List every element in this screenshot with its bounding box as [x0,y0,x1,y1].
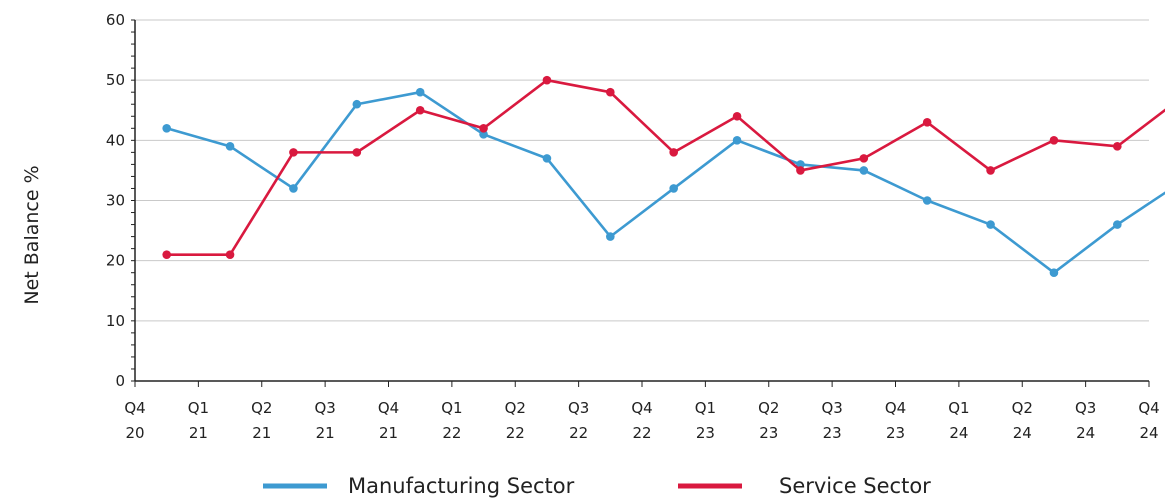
y-tick-label: 10 [106,312,125,330]
series-1 [162,75,1165,259]
legend-label: Service Sector [779,474,931,498]
series-line [166,90,1165,275]
x-tick-label-year: 23 [886,424,905,442]
x-tick-label-quarter: Q3 [1075,399,1096,417]
data-point [479,124,488,133]
y-tick-label: 60 [106,11,125,29]
x-tick-label-quarter: Q3 [821,399,842,417]
data-point [669,184,678,193]
series [162,75,1165,278]
x-tick-label-quarter: Q2 [758,399,779,417]
data-point [606,232,615,241]
legend: Manufacturing Sector Service Sector [263,474,931,498]
x-tick-label-quarter: Q1 [188,399,209,417]
data-point [986,220,995,229]
data-point [986,166,995,175]
x-tick-label-year: 22 [506,424,525,442]
y-tick-labels: 0 10 20 30 40 50 60 [106,11,125,390]
x-tick-labels: Q4 20 Q1 21 Q2 21 Q3 21 Q4 21 Q1 22 Q2 22 Q3 22 Q4 22 Q1 23… [124,399,1159,442]
y-tick-label: 30 [106,192,125,210]
y-tick-label: 40 [106,131,125,149]
data-point [162,250,171,259]
data-point [225,142,235,151]
x-tick-label-quarter: Q3 [568,399,589,417]
data-point [542,75,552,85]
data-point [289,148,298,157]
y-axis-title: Net Balance % [21,165,43,304]
data-point [1049,136,1059,145]
series-line [166,78,1165,256]
x-tick-label-year: 23 [823,424,842,442]
series-0 [162,87,1165,278]
x-tick-label-year: 24 [949,424,968,442]
x-tick-label-year: 24 [1076,424,1095,442]
legend-item: Service Sector [678,474,931,498]
x-tick-label-quarter: Q4 [1138,399,1159,417]
x-tick-label-year: 21 [252,424,271,442]
data-point [796,166,805,175]
x-tick-label-year: 20 [125,424,144,442]
data-point [479,130,488,139]
data-point [352,148,362,157]
data-point [922,117,932,127]
x-tick-label-quarter: Q2 [505,399,526,417]
x-tick-label-quarter: Q4 [885,399,906,417]
x-tick-label-quarter: Q4 [631,399,652,417]
x-tick-label-year: 21 [316,424,335,442]
x-tick-label-year: 23 [696,424,715,442]
data-point [415,87,425,97]
x-tick-label-quarter: Q2 [1012,399,1033,417]
legend-item: Manufacturing Sector [263,474,575,498]
data-point [542,154,552,163]
gridlines [135,19,1149,322]
data-point [606,87,615,97]
data-point [289,184,298,193]
x-tick-label-quarter: Q4 [124,399,145,417]
data-point [859,154,869,163]
x-tick-label-year: 23 [759,424,778,442]
x-tick-label-quarter: Q1 [695,399,716,417]
x-tick-label-year: 24 [1013,424,1032,442]
data-point [352,99,362,109]
x-tick-label-year: 21 [189,424,208,442]
x-tick-label-quarter: Q3 [314,399,335,417]
x-tick-label-year: 21 [379,424,398,442]
y-tick-label: 0 [115,372,125,390]
data-point [1113,220,1122,229]
data-point [922,196,932,205]
x-tick-label-quarter: Q2 [251,399,272,417]
data-point [732,136,742,145]
x-tick-label-year: 22 [632,424,651,442]
x-tick-label-year: 22 [442,424,461,442]
x-tick-label-quarter: Q1 [441,399,462,417]
data-point [162,124,171,133]
data-point [225,250,235,259]
axes [131,19,1150,387]
y-tick-label: 20 [106,252,125,270]
data-point [796,160,805,169]
data-point [1049,268,1059,278]
data-point [669,148,678,157]
data-point [415,105,425,115]
x-tick-label-quarter: Q1 [948,399,969,417]
data-point [1113,142,1122,151]
data-point [732,111,742,121]
data-point [859,166,869,175]
legend-label: Manufacturing Sector [348,474,575,498]
x-tick-label-quarter: Q4 [378,399,399,417]
y-tick-label: 50 [106,71,125,89]
x-tick-label-year: 24 [1139,424,1158,442]
x-tick-label-year: 22 [569,424,588,442]
